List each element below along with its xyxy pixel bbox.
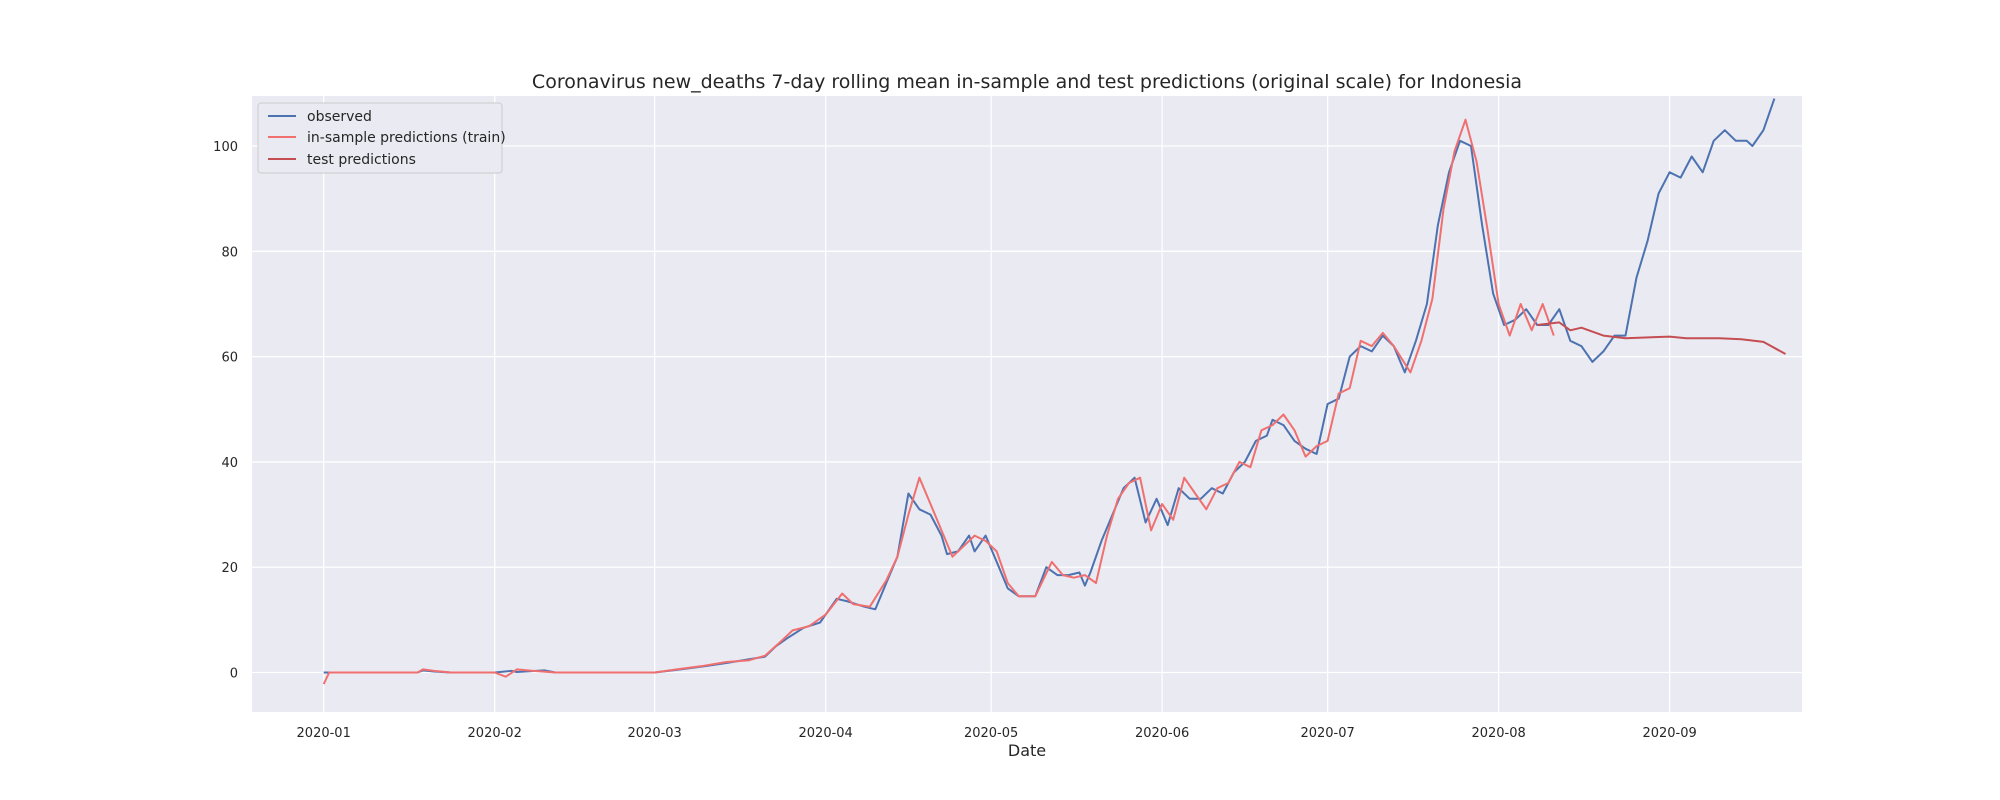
series-line-test [1537,321,1786,355]
x-axis-ticks: 2020-01 2020-02 2020-03 2020-04 2020-05 2020-… [297,726,1697,741]
y-tick-label: 100 [213,140,238,155]
y-tick-label: 0 [230,667,238,682]
x-tick-label: 2020-03 [628,726,682,741]
x-tick-label: 2020-09 [1642,726,1696,741]
x-tick-label: 2020-04 [799,726,853,741]
plot-background [252,96,1802,712]
x-tick-label: 2020-06 [1135,726,1189,741]
y-axis-ticks: 0 20 40 60 80 100 [213,140,238,681]
y-tick-label: 80 [221,245,238,260]
x-tick-label: 2020-08 [1471,726,1525,741]
x-tick-label: 2020-02 [468,726,522,741]
x-tick-label: 2020-07 [1300,726,1354,741]
chart-title: Coronavirus new_deaths 7-day rolling mea… [532,71,1522,93]
legend-label-observed: observed [307,109,372,125]
y-tick-label: 40 [221,456,238,471]
x-axis-label: Date [1008,741,1046,760]
series-layer [322,98,1786,685]
x-tick-label: 2020-05 [964,726,1018,741]
y-tick-label: 20 [221,561,238,576]
legend-label-train: in-sample predictions (train) [307,130,506,146]
legend-box [257,102,503,174]
series-line-observed [323,98,1776,674]
grid [252,96,1802,712]
legend-label-test: test predictions [307,152,416,168]
series-line-train [322,118,1555,685]
y-tick-label: 60 [221,351,238,366]
x-tick-label: 2020-01 [297,726,351,741]
legend: observed in-sample predictions (train) t… [257,102,506,174]
